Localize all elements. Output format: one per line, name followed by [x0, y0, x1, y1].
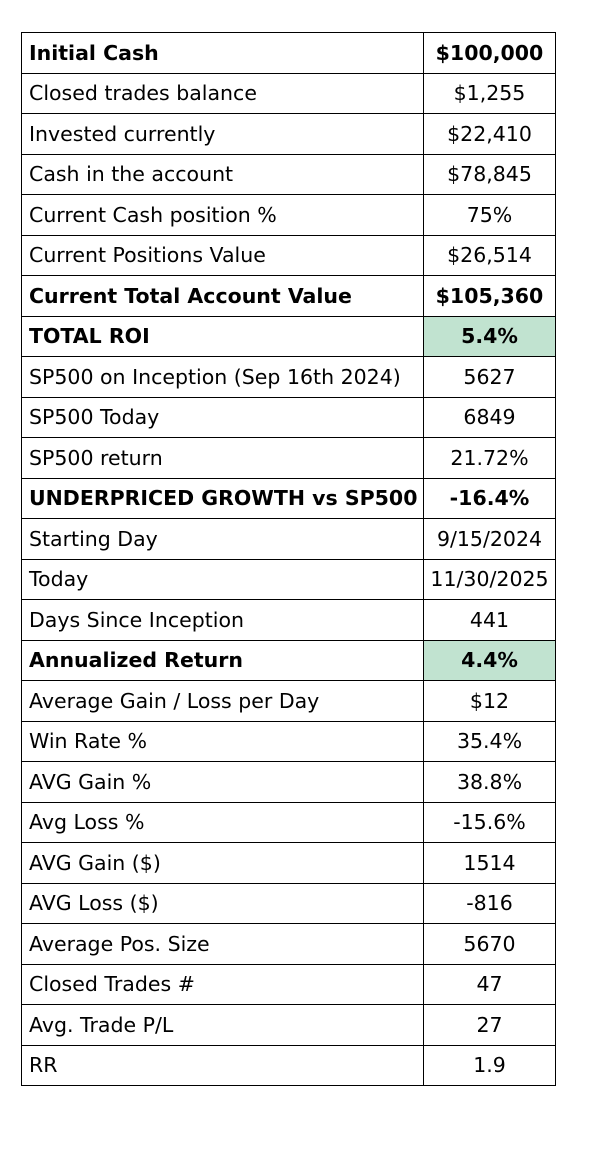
row-value: 11/30/2025	[423, 558, 556, 600]
row-value: $100,000	[423, 32, 556, 74]
row-label: Win Rate %	[21, 720, 424, 762]
row-label: Invested currently	[21, 113, 424, 155]
table-row: Invested currently $22,410	[21, 113, 556, 155]
row-label: Closed Trades #	[21, 963, 424, 1005]
row-value: 47	[423, 963, 556, 1005]
table-row: AVG Loss ($) -816	[21, 882, 556, 924]
row-label: Current Cash position %	[21, 194, 424, 236]
row-label: Current Total Account Value	[21, 275, 424, 317]
row-value: 9/15/2024	[423, 518, 556, 560]
row-label: Starting Day	[21, 518, 424, 560]
stats-table: Initial Cash $100,000 Closed trades balanc…	[21, 32, 556, 1086]
stats-table-body: Initial Cash $100,000 Closed trades balanc…	[21, 32, 556, 1086]
table-row: Annualized Return 4.4%	[21, 639, 556, 681]
row-label: UNDERPRICED GROWTH vs SP500	[21, 477, 424, 519]
row-label: RR	[21, 1044, 424, 1086]
row-value: -816	[423, 882, 556, 924]
row-value: 5627	[423, 356, 556, 398]
row-label: SP500 return	[21, 437, 424, 479]
table-row: Initial Cash $100,000	[21, 32, 556, 74]
row-value: -15.6%	[423, 801, 556, 843]
table-row: Starting Day 9/15/2024	[21, 518, 556, 560]
row-value: 1514	[423, 842, 556, 884]
row-value: 4.4%	[423, 639, 556, 681]
table-row: AVG Gain % 38.8%	[21, 761, 556, 803]
row-label: AVG Gain %	[21, 761, 424, 803]
table-row: SP500 return 21.72%	[21, 437, 556, 479]
table-row: Current Total Account Value $105,360	[21, 275, 556, 317]
table-row: Days Since Inception 441	[21, 599, 556, 641]
row-value: $12	[423, 680, 556, 722]
row-label: SP500 Today	[21, 396, 424, 438]
table-row: Win Rate % 35.4%	[21, 720, 556, 762]
row-label: Average Pos. Size	[21, 923, 424, 965]
row-label: Current Positions Value	[21, 234, 424, 276]
table-row: Current Positions Value $26,514	[21, 234, 556, 276]
row-label: AVG Gain ($)	[21, 842, 424, 884]
row-label: Annualized Return	[21, 639, 424, 681]
row-label: AVG Loss ($)	[21, 882, 424, 924]
table-row: SP500 Today 6849	[21, 396, 556, 438]
row-label: Initial Cash	[21, 32, 424, 74]
table-row: UNDERPRICED GROWTH vs SP500 -16.4%	[21, 477, 556, 519]
row-label: Avg. Trade P/L	[21, 1004, 424, 1046]
row-value: 5.4%	[423, 315, 556, 357]
row-label: Avg Loss %	[21, 801, 424, 843]
table-row: Average Gain / Loss per Day $12	[21, 680, 556, 722]
row-value: $26,514	[423, 234, 556, 276]
table-row: Avg. Trade P/L 27	[21, 1004, 556, 1046]
row-label: TOTAL ROI	[21, 315, 424, 357]
row-value: $105,360	[423, 275, 556, 317]
row-label: Average Gain / Loss per Day	[21, 680, 424, 722]
row-value: 27	[423, 1004, 556, 1046]
table-row: Closed trades balance $1,255	[21, 72, 556, 114]
row-label: SP500 on Inception (Sep 16th 2024)	[21, 356, 424, 398]
row-value: -16.4%	[423, 477, 556, 519]
row-value: 1.9	[423, 1044, 556, 1086]
row-value: $22,410	[423, 113, 556, 155]
row-value: $1,255	[423, 72, 556, 114]
row-value: 5670	[423, 923, 556, 965]
table-row: AVG Gain ($) 1514	[21, 842, 556, 884]
table-row: RR 1.9	[21, 1044, 556, 1086]
row-label: Closed trades balance	[21, 72, 424, 114]
table-row: Current Cash position % 75%	[21, 194, 556, 236]
row-value: 38.8%	[423, 761, 556, 803]
table-row: Avg Loss % -15.6%	[21, 801, 556, 843]
row-value: 35.4%	[423, 720, 556, 762]
table-row: Today 11/30/2025	[21, 558, 556, 600]
table-row: SP500 on Inception (Sep 16th 2024) 5627	[21, 356, 556, 398]
row-label: Days Since Inception	[21, 599, 424, 641]
row-value: 75%	[423, 194, 556, 236]
table-row: Average Pos. Size 5670	[21, 923, 556, 965]
row-value: $78,845	[423, 153, 556, 195]
row-label: Today	[21, 558, 424, 600]
row-value: 6849	[423, 396, 556, 438]
row-value: 441	[423, 599, 556, 641]
row-value: 21.72%	[423, 437, 556, 479]
table-row: Cash in the account $78,845	[21, 153, 556, 195]
table-row: TOTAL ROI 5.4%	[21, 315, 556, 357]
table-row: Closed Trades #47	[21, 963, 556, 1005]
row-label: Cash in the account	[21, 153, 424, 195]
